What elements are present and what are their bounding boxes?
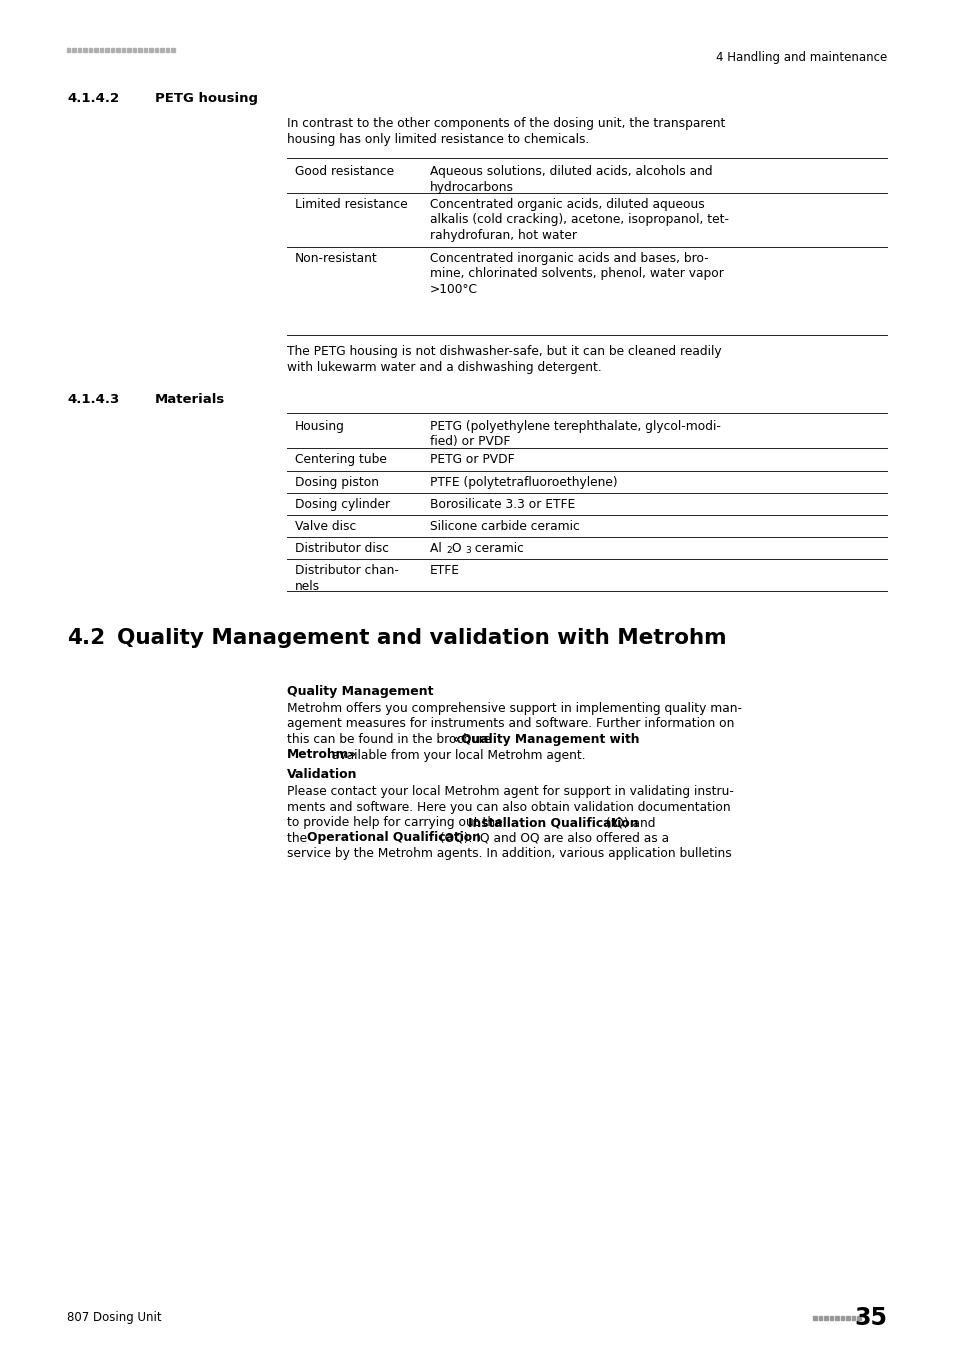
Bar bbox=[78, 49, 81, 51]
Text: available from your local Metrohm agent.: available from your local Metrohm agent. bbox=[328, 748, 585, 761]
Text: Dosing cylinder: Dosing cylinder bbox=[294, 498, 390, 512]
Text: mine, chlorinated solvents, phenol, water vapor: mine, chlorinated solvents, phenol, wate… bbox=[430, 267, 723, 281]
Bar bbox=[132, 49, 136, 51]
Text: Validation: Validation bbox=[287, 768, 357, 782]
Bar bbox=[166, 49, 170, 51]
Bar bbox=[841, 1316, 843, 1320]
Text: Metrohm offers you comprehensive support in implementing quality man-: Metrohm offers you comprehensive support… bbox=[287, 702, 741, 716]
Bar bbox=[138, 49, 142, 51]
Bar bbox=[111, 49, 114, 51]
Text: Concentrated inorganic acids and bases, bro-: Concentrated inorganic acids and bases, … bbox=[430, 252, 708, 265]
Bar bbox=[100, 49, 103, 51]
Bar bbox=[94, 49, 98, 51]
Text: >100°C: >100°C bbox=[430, 284, 477, 296]
Text: Installation Qualification: Installation Qualification bbox=[467, 815, 638, 829]
Text: agement measures for instruments and software. Further information on: agement measures for instruments and sof… bbox=[287, 717, 734, 730]
Text: In contrast to the other components of the dosing unit, the transparent: In contrast to the other components of t… bbox=[287, 117, 724, 130]
Bar bbox=[122, 49, 126, 51]
Text: Borosilicate 3.3 or ETFE: Borosilicate 3.3 or ETFE bbox=[430, 498, 575, 512]
Bar bbox=[154, 49, 158, 51]
Text: 4.1.4.3: 4.1.4.3 bbox=[67, 393, 119, 406]
Bar bbox=[144, 49, 148, 51]
Text: 2: 2 bbox=[446, 545, 451, 555]
Text: with lukewarm water and a dishwashing detergent.: with lukewarm water and a dishwashing de… bbox=[287, 360, 601, 374]
Text: service by the Metrohm agents. In addition, various application bulletins: service by the Metrohm agents. In additi… bbox=[287, 846, 731, 860]
Text: Housing: Housing bbox=[294, 420, 345, 433]
Text: 4 Handling and maintenance: 4 Handling and maintenance bbox=[715, 51, 886, 63]
Text: hydrocarbons: hydrocarbons bbox=[430, 181, 514, 193]
Text: the: the bbox=[287, 832, 311, 845]
Bar bbox=[857, 1316, 861, 1320]
Bar bbox=[851, 1316, 855, 1320]
Text: housing has only limited resistance to chemicals.: housing has only limited resistance to c… bbox=[287, 132, 589, 146]
Text: The PETG housing is not dishwasher-safe, but it can be cleaned readily: The PETG housing is not dishwasher-safe,… bbox=[287, 346, 720, 358]
Text: PETG (polyethylene terephthalate, glycol-modi-: PETG (polyethylene terephthalate, glycol… bbox=[430, 420, 720, 433]
Bar bbox=[116, 49, 120, 51]
Bar bbox=[172, 49, 174, 51]
Text: Good resistance: Good resistance bbox=[294, 165, 394, 178]
Text: 35: 35 bbox=[853, 1305, 886, 1330]
Text: rahydrofuran, hot water: rahydrofuran, hot water bbox=[430, 230, 577, 242]
Bar bbox=[818, 1316, 821, 1320]
Bar bbox=[835, 1316, 838, 1320]
Text: Non-resistant: Non-resistant bbox=[294, 252, 377, 265]
Bar bbox=[813, 1316, 816, 1320]
Text: nels: nels bbox=[294, 579, 320, 593]
Text: ETFE: ETFE bbox=[430, 564, 459, 576]
Text: fied) or PVDF: fied) or PVDF bbox=[430, 436, 510, 448]
Bar bbox=[829, 1316, 833, 1320]
Text: Distributor disc: Distributor disc bbox=[294, 541, 389, 555]
Text: Operational Qualification: Operational Qualification bbox=[306, 832, 480, 845]
Text: to provide help for carrying out the: to provide help for carrying out the bbox=[287, 815, 506, 829]
Text: Distributor chan-: Distributor chan- bbox=[294, 564, 398, 576]
Text: PTFE (polytetrafluoroethylene): PTFE (polytetrafluoroethylene) bbox=[430, 477, 617, 489]
Text: Aqueous solutions, diluted acids, alcohols and: Aqueous solutions, diluted acids, alcoho… bbox=[430, 165, 712, 178]
Bar bbox=[160, 49, 164, 51]
Text: 4.1.4.2: 4.1.4.2 bbox=[67, 92, 119, 105]
Text: Limited resistance: Limited resistance bbox=[294, 198, 407, 211]
Text: 807 Dosing Unit: 807 Dosing Unit bbox=[67, 1311, 161, 1324]
Text: ceramic: ceramic bbox=[471, 541, 523, 555]
Text: Silicone carbide ceramic: Silicone carbide ceramic bbox=[430, 520, 579, 533]
Text: O: O bbox=[452, 541, 465, 555]
Text: 3: 3 bbox=[464, 545, 470, 555]
Text: Al: Al bbox=[430, 541, 445, 555]
Bar bbox=[150, 49, 152, 51]
Text: PETG or PVDF: PETG or PVDF bbox=[430, 454, 514, 466]
Text: PETG housing: PETG housing bbox=[154, 92, 257, 105]
Text: Dosing piston: Dosing piston bbox=[294, 477, 378, 489]
Text: (OQ). IQ and OQ are also offered as a: (OQ). IQ and OQ are also offered as a bbox=[436, 832, 668, 845]
Bar bbox=[72, 49, 76, 51]
Bar bbox=[106, 49, 109, 51]
Text: alkalis (cold cracking), acetone, isopropanol, tet-: alkalis (cold cracking), acetone, isopro… bbox=[430, 213, 728, 227]
Text: ments and software. Here you can also obtain validation documentation: ments and software. Here you can also ob… bbox=[287, 801, 730, 814]
Text: Centering tube: Centering tube bbox=[294, 454, 387, 466]
Text: Materials: Materials bbox=[154, 393, 225, 406]
Text: this can be found in the brochure: this can be found in the brochure bbox=[287, 733, 495, 747]
Bar bbox=[128, 49, 131, 51]
Bar bbox=[89, 49, 92, 51]
Bar bbox=[67, 49, 71, 51]
Bar bbox=[845, 1316, 849, 1320]
Bar bbox=[823, 1316, 827, 1320]
Text: Quality Management and validation with Metrohm: Quality Management and validation with M… bbox=[117, 628, 726, 648]
Text: Quality Management: Quality Management bbox=[287, 684, 433, 698]
Text: Valve disc: Valve disc bbox=[294, 520, 355, 533]
Text: 4.2: 4.2 bbox=[67, 628, 105, 648]
Text: Metrohm»: Metrohm» bbox=[287, 748, 356, 761]
Text: Please contact your local Metrohm agent for support in validating instru-: Please contact your local Metrohm agent … bbox=[287, 784, 733, 798]
Text: Concentrated organic acids, diluted aqueous: Concentrated organic acids, diluted aque… bbox=[430, 198, 704, 211]
Text: «Quality Management with: «Quality Management with bbox=[453, 733, 639, 747]
Text: (IQ) and: (IQ) and bbox=[601, 815, 655, 829]
Bar bbox=[84, 49, 87, 51]
